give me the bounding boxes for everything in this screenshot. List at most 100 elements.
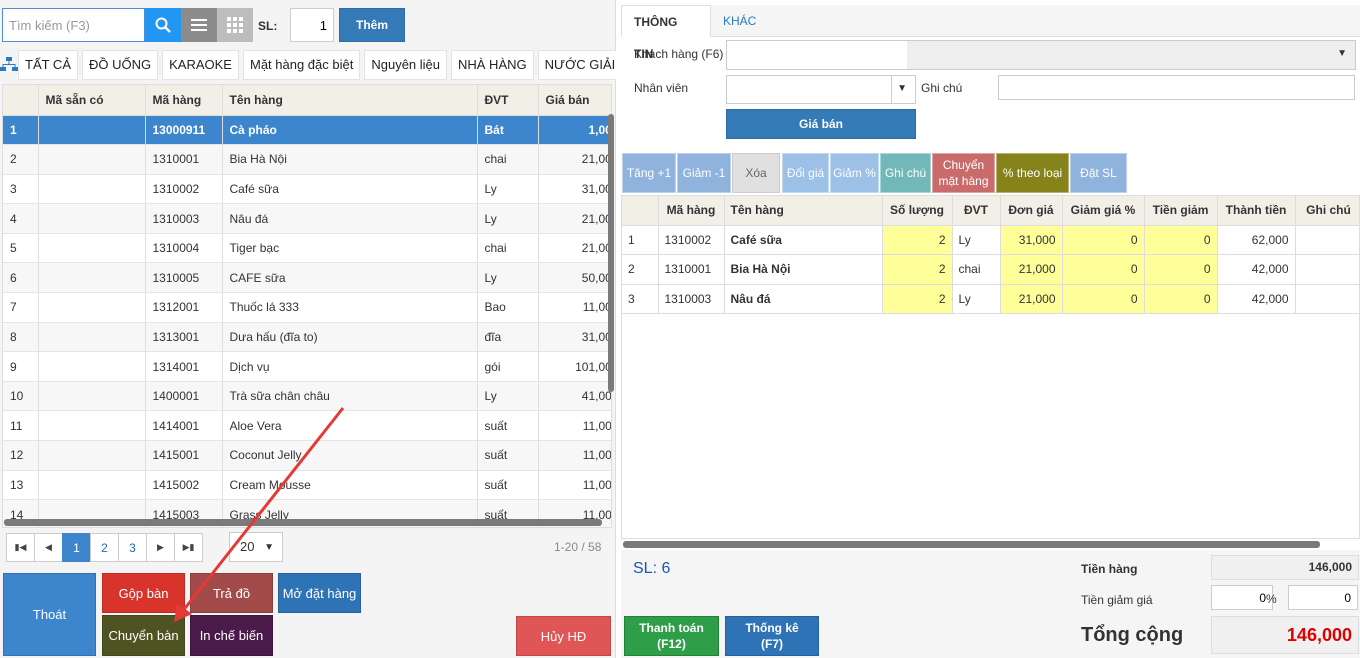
- order-row[interactable]: 1 1310002 Café sữa 2 Ly 31,000 0 0 62,000: [622, 225, 1359, 256]
- col-quantity[interactable]: Số lượng: [882, 196, 953, 226]
- decrease-button[interactable]: Giảm -1: [677, 153, 731, 193]
- discount-amount-cell[interactable]: 0: [1144, 225, 1218, 256]
- customer-select[interactable]: ▼: [726, 40, 1356, 70]
- page-1-button[interactable]: 1: [62, 533, 91, 562]
- return-items-button[interactable]: Trả đồ: [190, 573, 273, 613]
- unit-price-cell[interactable]: 21,000: [1000, 254, 1063, 285]
- note-cell[interactable]: [1295, 225, 1359, 256]
- note-cell[interactable]: [1295, 254, 1359, 285]
- staff-dropdown-toggle[interactable]: [891, 76, 915, 103]
- exit-button[interactable]: Thoát: [3, 573, 96, 656]
- page-2-button[interactable]: 2: [90, 533, 119, 562]
- discount-percent-input[interactable]: [1211, 585, 1273, 610]
- category-soft-drinks[interactable]: NƯỚC GIẢI KHÁT: [537, 50, 616, 80]
- category-restaurant[interactable]: NHÀ HÀNG: [451, 50, 534, 80]
- set-quantity-button[interactable]: Đặt SL: [1070, 153, 1127, 193]
- category-special[interactable]: Mặt hàng đặc biệt: [242, 50, 361, 80]
- cancel-invoice-button[interactable]: Hủy HĐ: [516, 616, 611, 656]
- page-3-button[interactable]: 3: [118, 533, 147, 562]
- page-size-select[interactable]: 20 ▼: [229, 532, 283, 562]
- col-name[interactable]: Tên hàng: [724, 196, 883, 226]
- col-line-total[interactable]: Thành tiền: [1217, 196, 1296, 226]
- search-button[interactable]: [145, 8, 181, 42]
- pay-button[interactable]: Thanh toán (F12): [624, 616, 719, 656]
- discount-amount-cell[interactable]: 0: [1144, 284, 1218, 315]
- discount-percent-button[interactable]: Giảm %: [830, 153, 879, 193]
- tab-info[interactable]: THÔNG TIN: [621, 5, 711, 61]
- order-row[interactable]: 2 1310001 Bia Hà Nội 2 chai 21,000 0 0 42,000: [622, 254, 1359, 285]
- category-karaoke[interactable]: KARAOKE: [162, 50, 239, 80]
- staff-select[interactable]: ▼: [726, 75, 916, 104]
- item-note-button[interactable]: Ghi chú: [880, 153, 931, 193]
- last-page-button[interactable]: ▶▮: [174, 533, 203, 562]
- grid-view-button[interactable]: [217, 8, 253, 42]
- move-table-button[interactable]: Chuyển bàn: [102, 615, 185, 656]
- open-order-button[interactable]: Mở đặt hàng: [278, 573, 361, 613]
- quantity-input[interactable]: [290, 8, 334, 42]
- list-view-button[interactable]: [181, 8, 217, 42]
- quantity-cell[interactable]: 2: [882, 225, 953, 256]
- row-index: 8: [3, 322, 39, 353]
- discount-amount-cell[interactable]: 0: [1144, 254, 1218, 285]
- print-kitchen-button[interactable]: In chế biến: [190, 615, 273, 656]
- product-vertical-scrollbar[interactable]: [608, 114, 614, 392]
- merge-table-button[interactable]: Gộp bàn: [102, 573, 185, 613]
- tab-other[interactable]: KHÁC: [723, 14, 757, 28]
- increase-button[interactable]: Tăng +1: [622, 153, 676, 193]
- col-unit[interactable]: ĐVT: [477, 85, 539, 116]
- move-item-button[interactable]: Chuyển mặt hàng: [932, 153, 995, 193]
- order-horizontal-scrollbar[interactable]: [623, 541, 1320, 548]
- product-horizontal-scrollbar[interactable]: [4, 519, 602, 526]
- note-cell[interactable]: [1295, 284, 1359, 315]
- customer-input[interactable]: [727, 41, 907, 69]
- percent-by-type-button[interactable]: % theo loại: [996, 153, 1069, 193]
- category-drinks[interactable]: ĐỒ UỐNG: [82, 50, 159, 80]
- prev-page-button[interactable]: ◀: [34, 533, 63, 562]
- category-all[interactable]: TẤT CẢ: [18, 50, 78, 80]
- discount-percent-cell[interactable]: 0: [1062, 254, 1145, 285]
- delete-button[interactable]: Xóa: [732, 153, 780, 193]
- col-code[interactable]: Mã hàng: [658, 196, 725, 226]
- col-discount-amount[interactable]: Tiền giảm: [1144, 196, 1218, 226]
- quantity-cell[interactable]: 2: [882, 284, 953, 315]
- price-list-button[interactable]: Giá bán: [726, 109, 916, 139]
- next-page-button[interactable]: ▶: [146, 533, 175, 562]
- first-page-button[interactable]: ▮◀: [6, 533, 35, 562]
- col-existing-code[interactable]: Mã sẵn có: [38, 85, 146, 116]
- discount-percent-cell[interactable]: 0: [1062, 284, 1145, 315]
- unit-price-cell[interactable]: 21,000: [1000, 284, 1063, 315]
- order-row[interactable]: 3 1310003 Nâu đá 2 Ly 21,000 0 0 42,000: [622, 284, 1359, 315]
- col-price[interactable]: Giá bán: [538, 85, 611, 116]
- add-button[interactable]: Thêm: [339, 8, 405, 42]
- category-ingredients[interactable]: Nguyên liệu: [364, 50, 447, 80]
- col-note[interactable]: Ghi chú: [1295, 196, 1359, 226]
- category-tree-button[interactable]: [0, 50, 18, 80]
- col-unit-price[interactable]: Đơn giá: [1000, 196, 1063, 226]
- col-code[interactable]: Mã hàng: [145, 85, 223, 116]
- col-unit[interactable]: ĐVT: [952, 196, 1001, 226]
- note-input[interactable]: [998, 75, 1355, 100]
- quantity-cell[interactable]: 2: [882, 254, 953, 285]
- unit-price-cell[interactable]: 31,000: [1000, 225, 1063, 256]
- col-name[interactable]: Tên hàng: [222, 85, 478, 116]
- discount-amount-input[interactable]: [1288, 585, 1358, 610]
- search-input[interactable]: [2, 8, 145, 42]
- category-bar: TẤT CẢ ĐỒ UỐNG KARAOKE Mặt hàng đặc biệt…: [0, 50, 616, 80]
- discount-percent-cell[interactable]: 0: [1062, 225, 1145, 256]
- change-price-button[interactable]: Đổi giá: [782, 153, 829, 193]
- col-discount-percent[interactable]: Giảm giá %: [1062, 196, 1145, 226]
- stats-button[interactable]: Thống kê (F7): [725, 616, 819, 656]
